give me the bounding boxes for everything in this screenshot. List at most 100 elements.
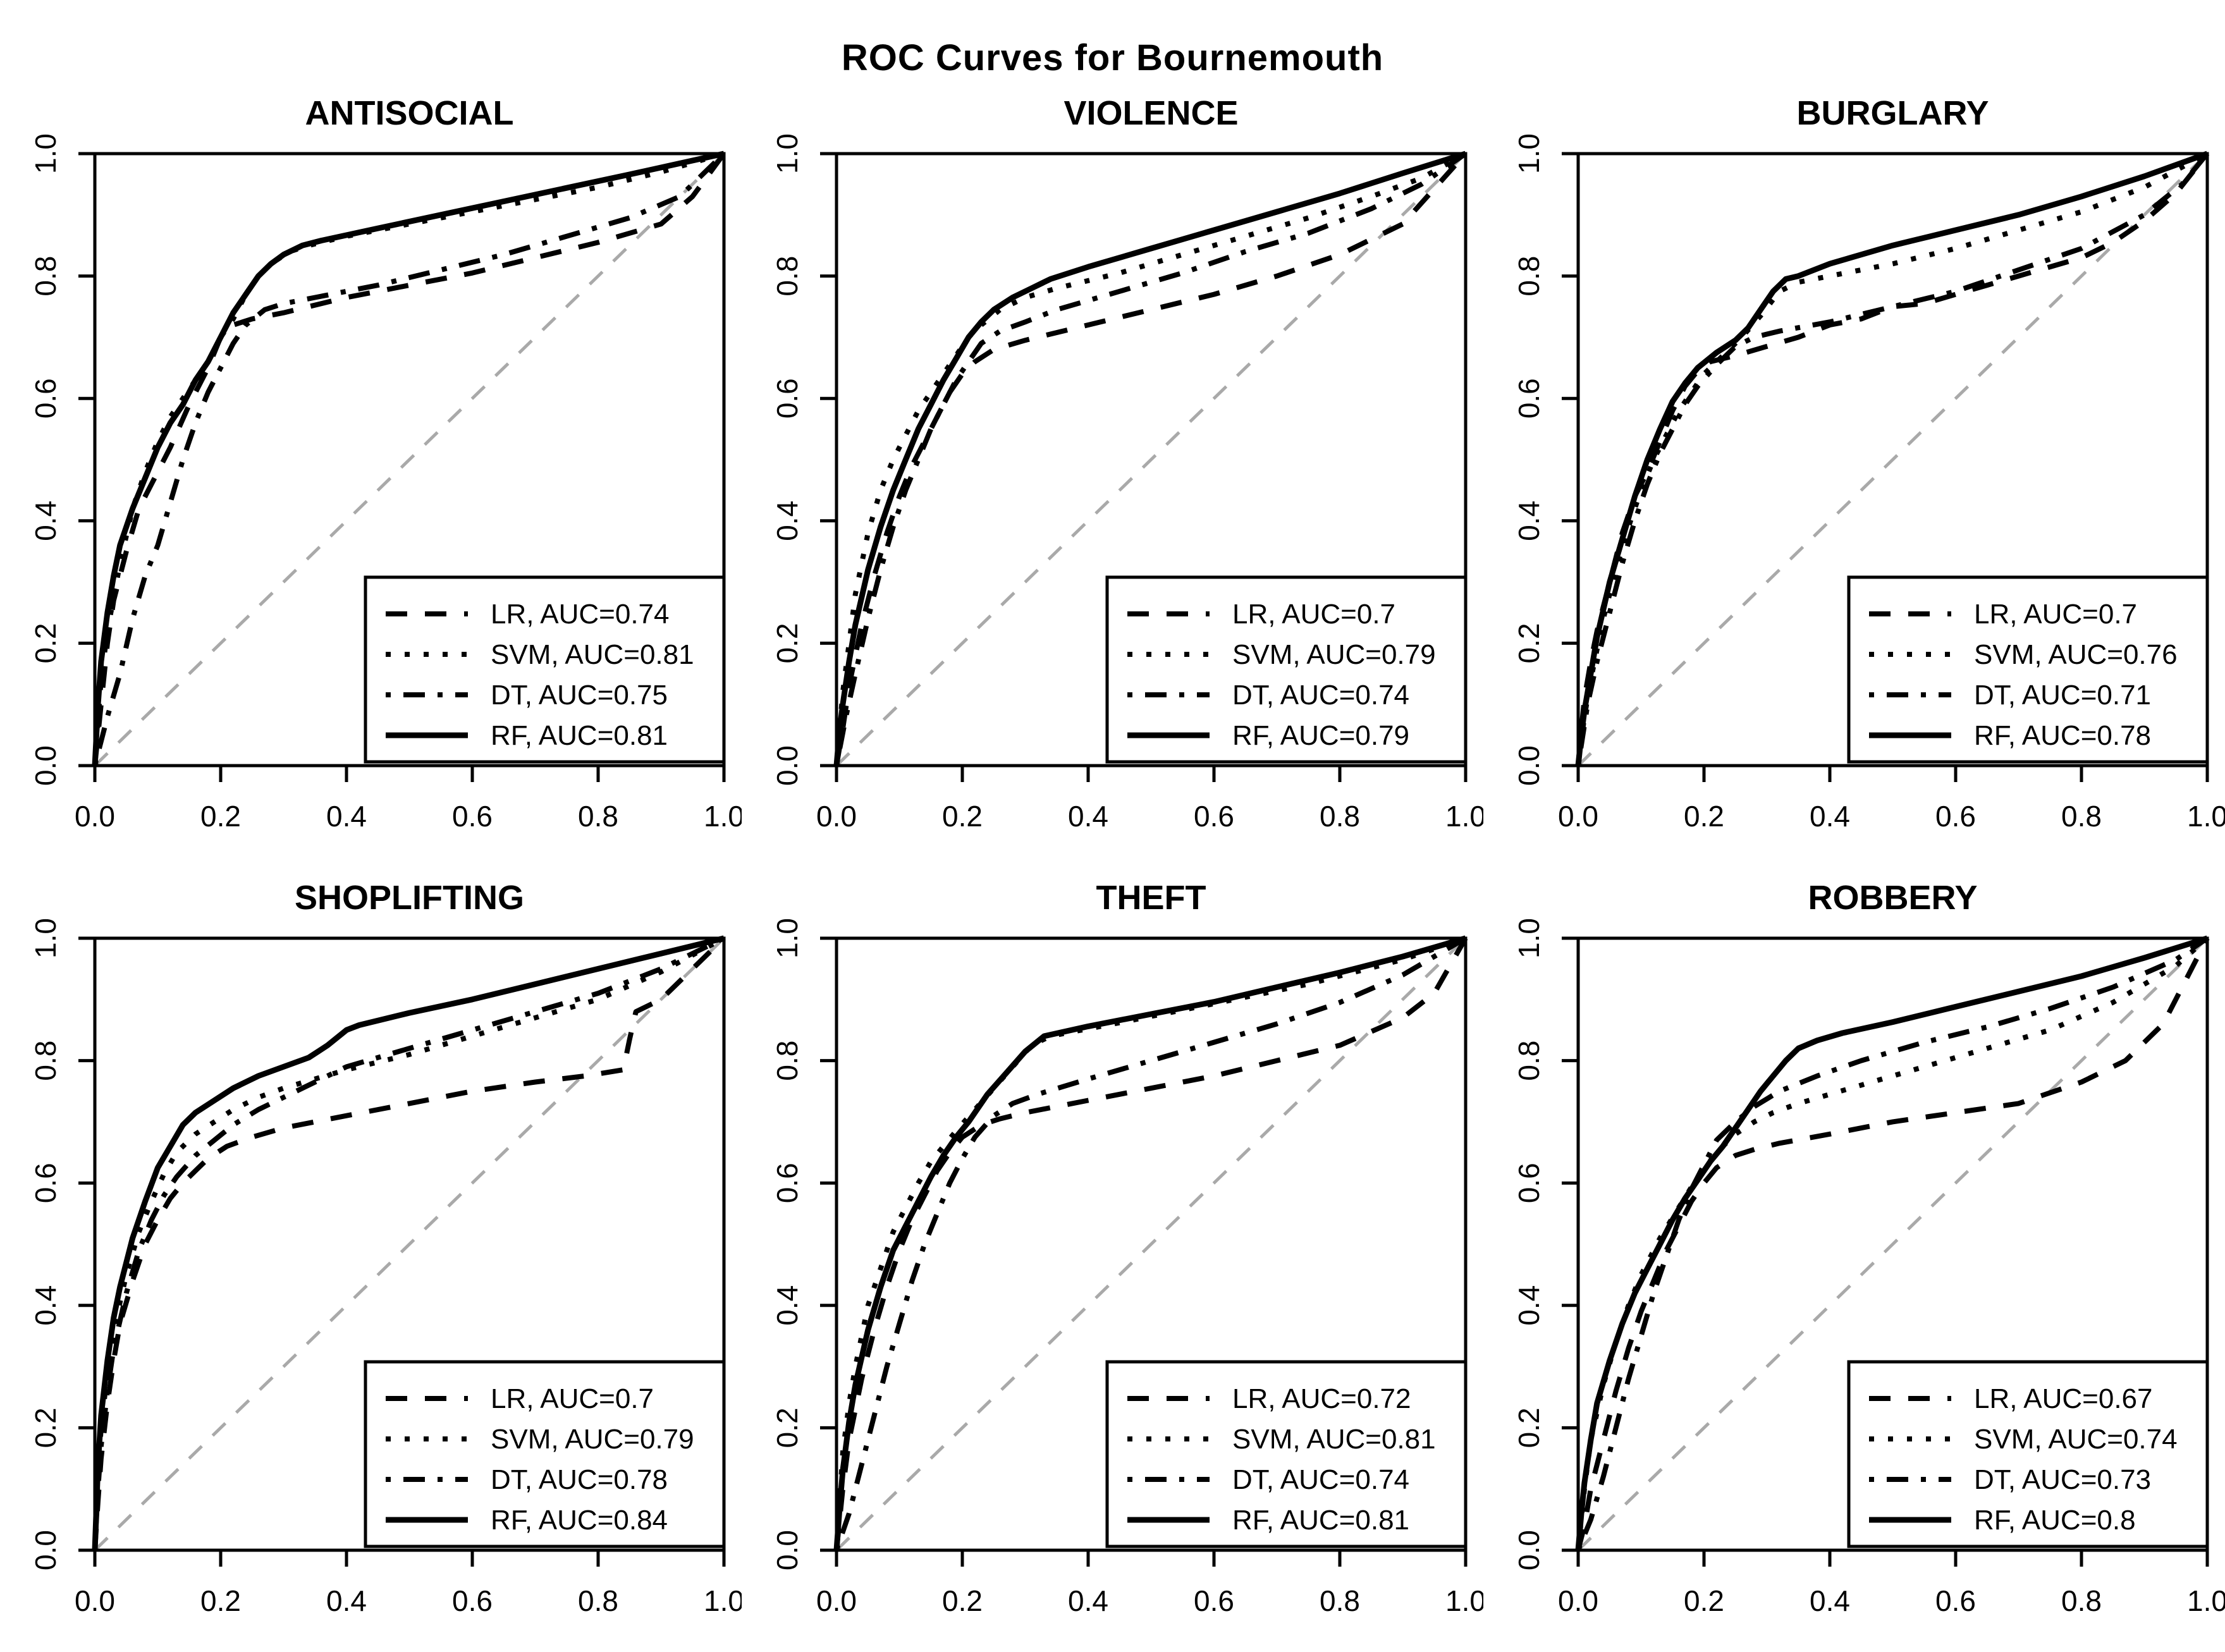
y-axis-tick-label: 0.6	[29, 1163, 62, 1203]
legend-label-rf: RF, AUC=0.78	[1974, 720, 2151, 751]
diagonal-reference-line	[1577, 152, 2209, 767]
roc-curve-rf	[833, 935, 1467, 1551]
y-axis-tick-label: 0.6	[1512, 378, 1545, 419]
legend-label-rf: RF, AUC=0.8	[1974, 1505, 2136, 1536]
x-axis-tick-label: 0.0	[1558, 800, 1598, 833]
legend-box	[1105, 1360, 1468, 1548]
legend-label-svm: SVM, AUC=0.79	[491, 1424, 694, 1455]
x-axis-tick-label: 0.6	[1194, 800, 1234, 833]
diagonal-reference-line	[94, 152, 725, 767]
y-axis-tick-label: 0.2	[29, 623, 62, 663]
plot-box	[835, 936, 1468, 1552]
y-axis-tick-label: 0.8	[771, 1041, 804, 1081]
y-axis-tick-label: 1.0	[1512, 918, 1545, 958]
legend-label-dt: DT, AUC=0.71	[1974, 680, 2151, 711]
y-axis-tick-label: 1.0	[29, 133, 62, 174]
legend-label-rf: RF, AUC=0.81	[491, 720, 668, 751]
legend-box	[364, 1360, 726, 1548]
y-axis-tick-label: 1.0	[771, 918, 804, 958]
x-axis-tick-label: 0.4	[1810, 800, 1850, 833]
y-axis-tick-label: 1.0	[29, 918, 62, 958]
legend-label-rf: RF, AUC=0.84	[491, 1505, 668, 1536]
x-axis-tick-label: 0.2	[942, 800, 983, 833]
diagonal-reference-line	[835, 937, 1467, 1551]
roc-curve-lr	[834, 152, 1468, 766]
x-axis-tick-label: 0.4	[326, 1584, 367, 1617]
y-axis-tick-label: 0.4	[1512, 501, 1545, 541]
legend-label-lr: LR, AUC=0.7	[1974, 599, 2137, 630]
roc-curve-rf	[92, 935, 725, 1551]
roc-curve-lr	[92, 936, 726, 1551]
legend-label-dt: DT, AUC=0.78	[491, 1464, 668, 1495]
plot-box	[93, 152, 726, 768]
x-axis-tick-label: 0.2	[200, 800, 241, 833]
x-axis-tick-label: 0.6	[452, 800, 493, 833]
panel-grid: ANTISOCIAL 0.0 0.0 0.2 0.2 0.4 0.4 0.6 0.6 0.8 0.8…	[0, 83, 2225, 1652]
y-axis-tick-label: 0.0	[29, 1530, 62, 1570]
x-axis-tick-label: 1.0	[1445, 800, 1483, 833]
legend-label-svm: SVM, AUC=0.79	[1232, 639, 1436, 670]
diagonal-reference-line	[835, 152, 1467, 767]
roc-panel-robbery: ROBBERY 0.0 0.0 0.2 0.2 0.4 0.4 0.6 0.6 0.8 0.8 1.0…	[1512, 879, 2225, 1617]
x-axis-tick-label: 1.0	[704, 1584, 742, 1617]
y-axis-tick-label: 0.0	[1512, 745, 1545, 786]
roc-curve-dt	[92, 936, 725, 1551]
x-axis-tick-label: 0.0	[75, 1584, 115, 1617]
roc-panel-violence: VIOLENCE 0.0 0.0 0.2 0.2 0.4 0.4 0.6 0.6 0.8 0.8 1.…	[771, 94, 1483, 833]
y-axis-tick-label: 0.6	[1512, 1163, 1545, 1203]
panel-cell-robbery: ROBBERY 0.0 0.0 0.2 0.2 0.4 0.4 0.6 0.6 0.8 0.8 1.0…	[1483, 867, 2225, 1652]
x-axis-tick-label: 0.6	[1194, 1584, 1234, 1617]
x-axis-tick-label: 0.4	[1068, 800, 1108, 833]
diagonal-reference-line	[94, 937, 725, 1551]
legend-label-rf: RF, AUC=0.81	[1232, 1505, 1409, 1536]
x-axis-tick-label: 1.0	[2187, 1584, 2225, 1617]
legend-label-rf: RF, AUC=0.79	[1232, 720, 1409, 751]
panel-title: THEFT	[1096, 879, 1206, 917]
x-axis-tick-label: 0.6	[1935, 800, 1976, 833]
legend-box	[1847, 575, 2209, 764]
panel-title: ROBBERY	[1808, 879, 1977, 917]
panel-title: BURGLARY	[1797, 94, 1989, 132]
y-axis-tick-label: 1.0	[1512, 133, 1545, 174]
y-axis-tick-label: 0.8	[1512, 256, 1545, 297]
roc-curve-rf	[92, 150, 725, 766]
x-axis-tick-label: 0.2	[1684, 1584, 1724, 1617]
legend-label-svm: SVM, AUC=0.76	[1974, 639, 2178, 670]
panel-cell-violence: VIOLENCE 0.0 0.0 0.2 0.2 0.4 0.4 0.6 0.6 0.8 0.8 1.…	[742, 83, 1483, 867]
legend-label-lr: LR, AUC=0.72	[1232, 1383, 1411, 1414]
y-axis-tick-label: 0.6	[29, 378, 62, 419]
panel-cell-shoplifting: SHOPLIFTING 0.0 0.0 0.2 0.2 0.4 0.4 0.6 0.6 0.8 0.…	[0, 867, 742, 1652]
y-axis-tick-label: 0.2	[1512, 623, 1545, 663]
panel-title: SHOPLIFTING	[295, 879, 524, 917]
roc-curve-dt	[834, 151, 1468, 766]
y-axis-tick-label: 0.4	[29, 501, 62, 541]
x-axis-tick-label: 0.8	[2061, 800, 2102, 833]
x-axis-tick-label: 0.8	[578, 1584, 618, 1617]
x-axis-tick-label: 0.8	[2061, 1584, 2102, 1617]
panel-title: ANTISOCIAL	[305, 94, 514, 132]
x-axis-tick-label: 0.2	[200, 1584, 241, 1617]
y-axis-tick-label: 0.6	[771, 378, 804, 419]
roc-panel-burglary: BURGLARY 0.0 0.0 0.2 0.2 0.4 0.4 0.6 0.6 0.8 0.8 1.…	[1512, 94, 2225, 833]
x-axis-tick-label: 0.2	[1684, 800, 1724, 833]
roc-panel-antisocial: ANTISOCIAL 0.0 0.0 0.2 0.2 0.4 0.4 0.6 0.6 0.8 0.8…	[29, 94, 742, 833]
x-axis-tick-label: 0.2	[942, 1584, 983, 1617]
roc-panel-shoplifting: SHOPLIFTING 0.0 0.0 0.2 0.2 0.4 0.4 0.6 0.6 0.8 0.…	[29, 879, 742, 1617]
roc-curve-dt	[1576, 152, 2210, 766]
legend-label-svm: SVM, AUC=0.81	[491, 639, 694, 670]
y-axis-tick-label: 0.0	[771, 745, 804, 786]
x-axis-tick-label: 0.4	[326, 800, 367, 833]
y-axis-tick-label: 0.2	[29, 1407, 62, 1448]
y-axis-tick-label: 0.8	[29, 256, 62, 297]
panel-title: VIOLENCE	[1063, 94, 1238, 132]
legend-label-lr: LR, AUC=0.7	[491, 1383, 654, 1414]
roc-curve-svm	[92, 936, 725, 1551]
y-axis-tick-label: 0.4	[771, 1285, 804, 1326]
roc-curve-dt	[92, 152, 726, 766]
plot-box	[835, 152, 1468, 768]
page-title: ROC Curves for Bournemouth	[841, 37, 1384, 78]
x-axis-tick-label: 1.0	[2187, 800, 2225, 833]
y-axis-tick-label: 0.2	[771, 623, 804, 663]
roc-curve-lr	[1576, 937, 2210, 1551]
y-axis-tick-label: 0.8	[771, 256, 804, 297]
